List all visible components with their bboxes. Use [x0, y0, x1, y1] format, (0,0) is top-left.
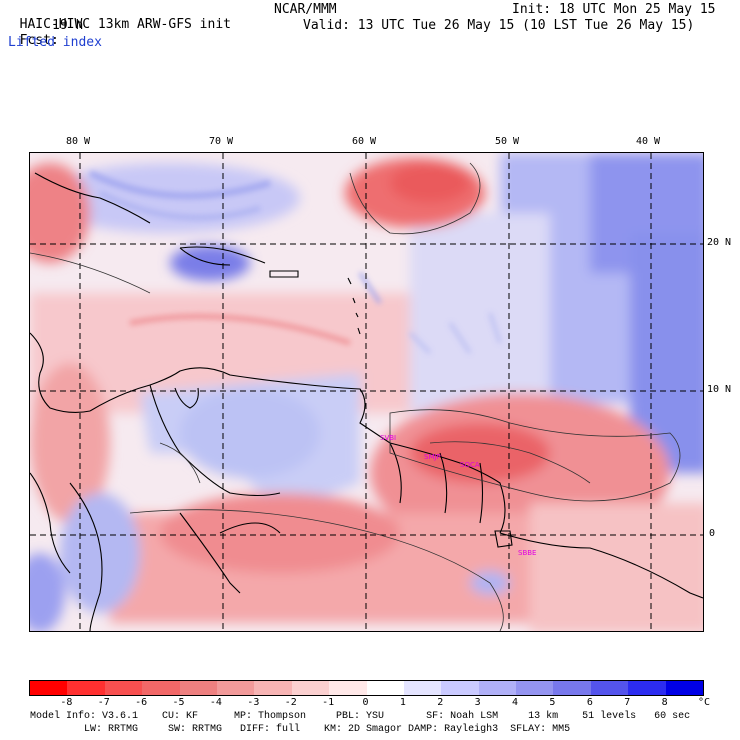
- lat-label-20n: 20 N: [707, 237, 732, 248]
- colorbar-segment: [179, 681, 217, 695]
- colorbar-segment: [628, 681, 666, 695]
- colorbar-tick-label: -4: [209, 697, 222, 708]
- colorbar-segment: [516, 681, 554, 695]
- lon-label-40w: 40 W: [636, 136, 661, 147]
- colorbar-tick-label: 5: [549, 697, 556, 708]
- colorbar-tick-label: 7: [624, 697, 631, 708]
- fcst-label: Fcst:: [19, 33, 59, 48]
- station-label-svbi: SVBI: [380, 434, 396, 442]
- colorbar-segment: [478, 681, 517, 695]
- colorbar-segment: [67, 681, 105, 695]
- colorbar-tick-label: 3: [474, 697, 481, 708]
- li-contours: [30, 162, 681, 631]
- colorbar-tick-label: 0: [362, 697, 369, 708]
- lifted-index-map: SVBI SMJP SOCA SBBE: [29, 152, 704, 632]
- org-label: NCAR/MMM: [274, 2, 337, 17]
- station-label-soca: SOCA: [460, 461, 480, 469]
- lon-label-50w: 50 W: [495, 136, 520, 147]
- field-shading: [30, 153, 703, 631]
- colorbar-unit: °C: [697, 697, 711, 708]
- map-canvas: SVBI SMJP SOCA SBBE: [30, 153, 703, 631]
- model-info-line2: LW: RRTMG SW: RRTMG DIFF: full KM: 2D Sm…: [30, 724, 571, 735]
- colorbar-tick-label: 8: [661, 697, 668, 708]
- lon-label-60w: 60 W: [352, 136, 377, 147]
- colorbar-segment: [142, 681, 180, 695]
- colorbar-tick-label: 1: [399, 697, 406, 708]
- colorbar-tick-label: -2: [284, 697, 297, 708]
- coastlines: [30, 172, 703, 631]
- colorbar-segment: [254, 681, 292, 695]
- init-time: Init: 18 UTC Mon 25 May 15: [512, 2, 716, 17]
- valid-time: Valid: 13 UTC Tue 26 May 15 (10 LST Tue …: [303, 18, 695, 33]
- colorbar-tick-label: -3: [247, 697, 260, 708]
- colorbar: [29, 680, 704, 696]
- lat-lon-grid: [30, 153, 703, 631]
- colorbar-tick-label: 2: [437, 697, 444, 708]
- lat-label-0: 0: [709, 528, 716, 539]
- colorbar-tick-label: -1: [322, 697, 335, 708]
- model-info-line1: Model Info: V3.6.1 CU: KF MP: Thompson P…: [30, 711, 691, 722]
- colorbar-segment: [553, 681, 591, 695]
- colorbar-tick-label: 6: [586, 697, 593, 708]
- colorbar-tick-label: -5: [172, 697, 185, 708]
- model-title: HAIC-HIWC 13km ARW-GFS init: [19, 17, 231, 32]
- colorbar-tick-label: -8: [60, 697, 73, 708]
- colorbar-tick-label: -7: [97, 697, 110, 708]
- colorbar-segment: [590, 681, 629, 695]
- station-label-smjp: SMJP: [424, 453, 441, 461]
- lat-label-10n: 10 N: [707, 384, 732, 395]
- lon-label-80w: 80 W: [66, 136, 91, 147]
- colorbar-segment: [104, 681, 143, 695]
- colorbar-segment: [30, 681, 68, 695]
- fcst-value: 19 h: [52, 18, 84, 33]
- colorbar-segment: [403, 681, 442, 695]
- station-label-sbbe: SBBE: [518, 549, 536, 557]
- lon-label-70w: 70 W: [209, 136, 234, 147]
- colorbar-segment: [366, 681, 404, 695]
- colorbar-segment: [665, 681, 704, 695]
- field-name: Lifted index: [8, 35, 102, 50]
- colorbar-tick-label: 4: [512, 697, 519, 708]
- colorbar-tick-label: -6: [135, 697, 148, 708]
- colorbar-segment: [216, 681, 255, 695]
- colorbar-segment: [441, 681, 479, 695]
- colorbar-segment: [329, 681, 367, 695]
- field-streaks: [88, 170, 502, 355]
- colorbar-segment: [291, 681, 330, 695]
